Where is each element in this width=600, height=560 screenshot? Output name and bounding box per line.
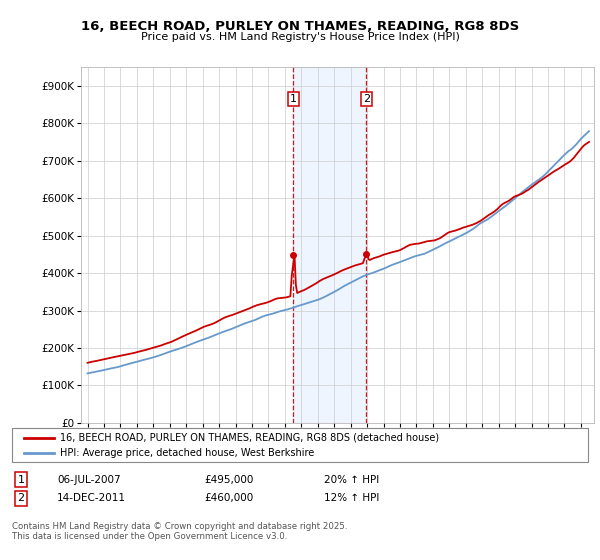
Text: 2: 2	[17, 493, 25, 503]
Text: 1: 1	[17, 475, 25, 485]
Text: 12% ↑ HPI: 12% ↑ HPI	[324, 493, 379, 503]
Text: 06-JUL-2007: 06-JUL-2007	[57, 475, 121, 485]
Text: Price paid vs. HM Land Registry's House Price Index (HPI): Price paid vs. HM Land Registry's House …	[140, 32, 460, 42]
Text: £495,000: £495,000	[204, 475, 253, 485]
Text: 14-DEC-2011: 14-DEC-2011	[57, 493, 126, 503]
Text: 2: 2	[363, 94, 370, 104]
Text: 20% ↑ HPI: 20% ↑ HPI	[324, 475, 379, 485]
Text: 16, BEECH ROAD, PURLEY ON THAMES, READING, RG8 8DS (detached house): 16, BEECH ROAD, PURLEY ON THAMES, READIN…	[60, 433, 439, 443]
Text: 16, BEECH ROAD, PURLEY ON THAMES, READING, RG8 8DS: 16, BEECH ROAD, PURLEY ON THAMES, READIN…	[81, 20, 519, 32]
Text: Contains HM Land Registry data © Crown copyright and database right 2025.
This d: Contains HM Land Registry data © Crown c…	[12, 522, 347, 542]
Text: HPI: Average price, detached house, West Berkshire: HPI: Average price, detached house, West…	[60, 447, 314, 458]
Text: 1: 1	[290, 94, 297, 104]
Bar	[293, 67, 366, 423]
Text: £460,000: £460,000	[204, 493, 253, 503]
